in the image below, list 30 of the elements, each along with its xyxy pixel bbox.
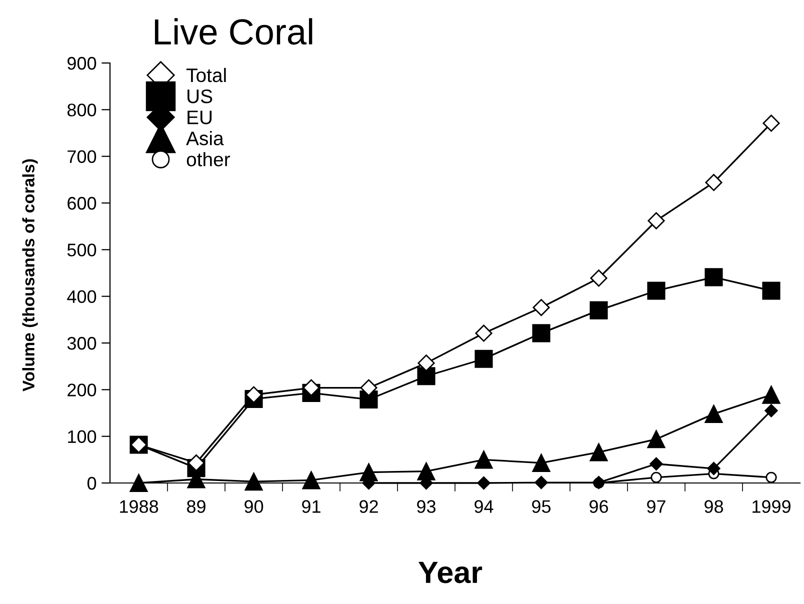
x-tick-label: 89 [186,500,206,513]
legend-label: EU [188,110,212,124]
x-tick-label: 92 [360,500,378,513]
legend-label: Total [186,68,226,82]
x-tick-label: 93 [417,500,436,513]
x-tick-label: 1988 [120,500,158,513]
y-tick-label: 600 [68,196,96,210]
y-axis-title: Volume (thousands of corals) [22,159,38,392]
chart-title: Live Coral [154,18,312,45]
y-tick-label: 200 [68,384,96,396]
x-tick-label: 1999 [752,500,790,513]
y-tick-label: 300 [67,336,96,350]
y-tick-label: 700 [68,150,96,164]
x-tick-label: 90 [244,500,264,513]
x-tick-label: 95 [532,500,551,513]
x-tick-label: 97 [647,500,666,513]
y-tick-label: 800 [67,104,96,116]
y-tick-label: 500 [67,244,96,256]
legend-label: other [186,152,230,166]
y-tick-label: 900 [68,56,96,70]
x-tick-label: 94 [474,500,494,513]
y-tick-label: 100 [68,430,96,444]
legend-label: Asia [186,131,224,146]
x-tick-label: 98 [704,500,724,513]
y-tick-label: 400 [67,290,96,304]
x-axis-title: Year [418,562,482,584]
x-tick-label: 91 [302,500,320,513]
legend-label: US [188,89,212,104]
x-tick-label: 96 [590,500,608,513]
y-tick-label: 0 [87,476,96,490]
